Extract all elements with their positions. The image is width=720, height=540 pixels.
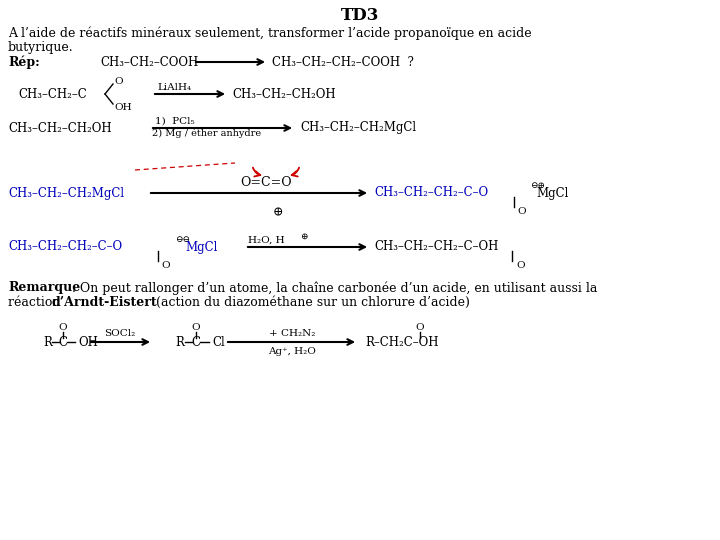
Text: LiAlH₄: LiAlH₄ xyxy=(157,83,191,91)
Text: ⊖⊖: ⊖⊖ xyxy=(175,235,190,245)
Text: O: O xyxy=(114,78,122,86)
Text: . On peut rallonger d’un atome, la chaîne carbonée d’un acide, en utilisant auss: . On peut rallonger d’un atome, la chaîn… xyxy=(72,281,598,295)
Text: ⊕: ⊕ xyxy=(300,232,307,240)
Text: O: O xyxy=(517,206,526,215)
Text: Cl: Cl xyxy=(212,335,225,348)
Text: (action du diazométhane sur un chlorure d’acide): (action du diazométhane sur un chlorure … xyxy=(148,295,470,308)
Text: O=C=O: O=C=O xyxy=(240,176,292,188)
Text: C: C xyxy=(58,335,68,348)
Text: H₂O, H: H₂O, H xyxy=(248,235,284,245)
Text: ⊕: ⊕ xyxy=(273,206,283,219)
Text: + CH₂N₂: + CH₂N₂ xyxy=(269,329,315,339)
Text: réaction: réaction xyxy=(8,295,64,308)
Text: TD3: TD3 xyxy=(341,8,379,24)
Text: R–CH₂C–OH: R–CH₂C–OH xyxy=(365,335,438,348)
Text: CH₃–CH₂–CH₂–C–O: CH₃–CH₂–CH₂–C–O xyxy=(374,186,488,199)
Text: CH₃–CH₂–CH₂OH: CH₃–CH₂–CH₂OH xyxy=(232,87,336,100)
Text: CH₃–CH₂–CH₂–C–O: CH₃–CH₂–CH₂–C–O xyxy=(8,240,122,253)
Text: CH₃–CH₂–C: CH₃–CH₂–C xyxy=(18,87,86,100)
Text: CH₃–CH₂–CH₂MgCl: CH₃–CH₂–CH₂MgCl xyxy=(8,186,124,199)
Text: CH₃–CH₂–CH₂–COOH  ?: CH₃–CH₂–CH₂–COOH ? xyxy=(272,56,414,69)
Text: Remarque: Remarque xyxy=(8,281,80,294)
Text: O: O xyxy=(415,323,424,333)
Text: O: O xyxy=(161,260,170,269)
Text: 2) Mg / éther anhydre: 2) Mg / éther anhydre xyxy=(152,128,261,138)
Text: CH₃–CH₂–CH₂OH: CH₃–CH₂–CH₂OH xyxy=(8,122,112,134)
Text: OH: OH xyxy=(114,103,132,111)
Text: ⊖⊕: ⊖⊕ xyxy=(530,181,545,191)
Text: C: C xyxy=(192,335,200,348)
Text: R: R xyxy=(44,335,53,348)
Text: OH: OH xyxy=(78,335,98,348)
Text: Ag⁺, H₂O: Ag⁺, H₂O xyxy=(268,347,316,355)
Text: MgCl: MgCl xyxy=(536,186,568,199)
Text: butyrique.: butyrique. xyxy=(8,40,73,53)
Text: SOCl₂: SOCl₂ xyxy=(104,329,135,339)
Text: Rép:: Rép: xyxy=(8,55,40,69)
Text: MgCl: MgCl xyxy=(185,240,217,253)
Text: O: O xyxy=(59,323,67,333)
Text: CH₃–CH₂–CH₂MgCl: CH₃–CH₂–CH₂MgCl xyxy=(300,122,416,134)
Text: 1)  PCl₅: 1) PCl₅ xyxy=(155,117,194,125)
Text: O: O xyxy=(192,323,200,333)
Text: O: O xyxy=(516,260,525,269)
Text: CH₃–CH₂–COOH: CH₃–CH₂–COOH xyxy=(100,56,198,69)
Text: A l’aide de réactifs minéraux seulement, transformer l’acide propanoïque en acid: A l’aide de réactifs minéraux seulement,… xyxy=(8,26,531,40)
Text: CH₃–CH₂–CH₂–C–OH: CH₃–CH₂–CH₂–C–OH xyxy=(374,240,498,253)
Text: R: R xyxy=(176,335,184,348)
Text: d’Arndt-Eistert: d’Arndt-Eistert xyxy=(51,295,157,308)
